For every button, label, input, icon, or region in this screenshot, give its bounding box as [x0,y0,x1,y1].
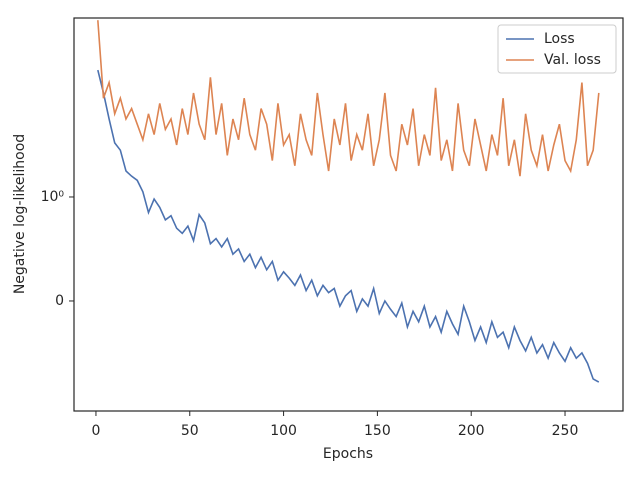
y-tick-label: 0 [55,293,64,309]
y-axis-label: Negative log-likelihood [12,134,28,294]
x-tick-label: 0 [91,423,100,439]
plot-frame [73,17,624,412]
x-tick-label: 150 [364,423,391,439]
x-tick-label: 50 [181,423,199,439]
series-line [97,69,600,383]
series-line [97,20,600,177]
legend-label: Loss [544,31,575,47]
x-axis-label: Epochs [323,446,373,462]
legend-label: Val. loss [544,52,601,68]
y-tick-label: 10⁰ [41,189,65,205]
x-tick-label: 250 [552,423,579,439]
x-tick-label: 100 [270,423,297,439]
legend-box [497,24,617,74]
x-tick-label: 200 [458,423,485,439]
